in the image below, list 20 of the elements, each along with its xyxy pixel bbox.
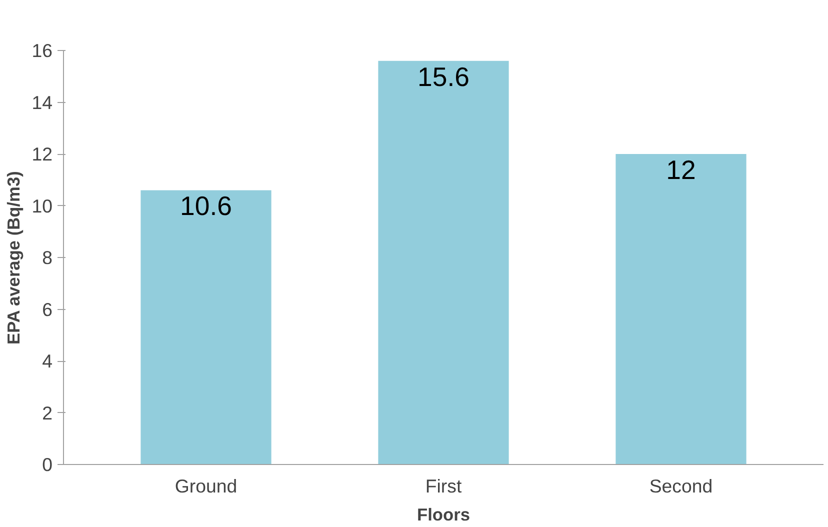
x-axis-title: Floors: [417, 504, 470, 524]
y-tick-label: 6: [42, 298, 53, 320]
y-tick-label: 4: [42, 350, 53, 372]
x-tick-label: Second: [649, 476, 713, 496]
x-tick-label: First: [425, 476, 462, 496]
data-label: 10.6: [180, 191, 232, 222]
bar: [616, 154, 746, 464]
data-label: 15.6: [418, 62, 470, 92]
y-tick-label: 12: [32, 144, 53, 164]
y-tick-label: 0: [42, 454, 53, 475]
data-label: 12: [666, 155, 696, 185]
y-tick-label: 8: [42, 247, 53, 268]
y-tick-label: 14: [32, 92, 53, 113]
bar: [140, 190, 272, 464]
bar: [378, 60, 509, 464]
y-axis-title: EPA average (Bq/m3): [4, 171, 24, 344]
y-tick-label: 2: [42, 402, 53, 424]
x-tick-label: Ground: [174, 476, 238, 496]
y-tick-label: 10: [32, 195, 53, 216]
y-tick-label: 16: [32, 40, 53, 61]
